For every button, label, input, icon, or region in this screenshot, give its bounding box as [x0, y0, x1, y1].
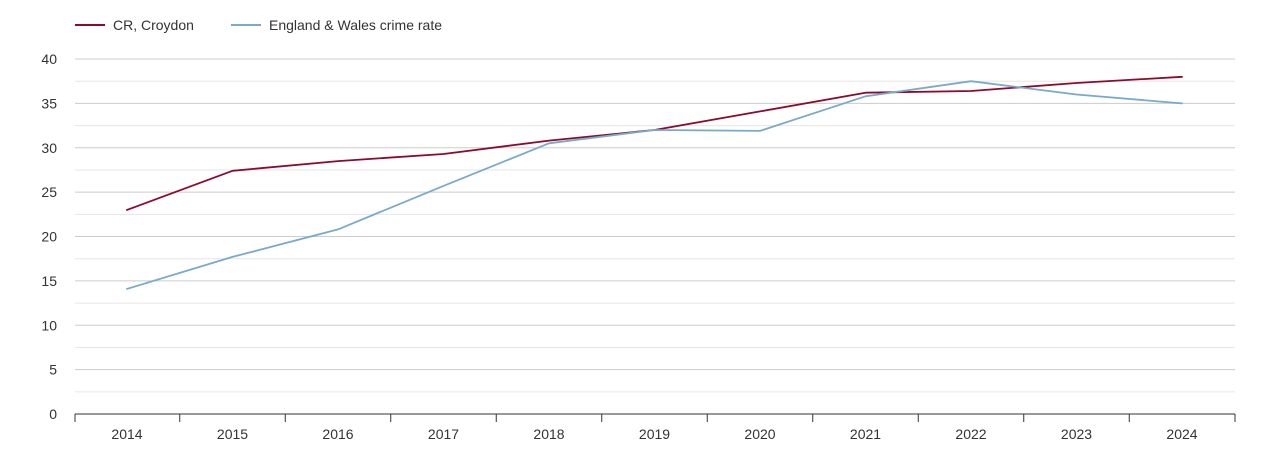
y-tick-label: 30 — [41, 140, 57, 156]
x-tick-label: 2016 — [322, 426, 353, 442]
legend-label-series-1: CR, Croydon — [113, 17, 194, 33]
x-tick-label: 2023 — [1061, 426, 1092, 442]
series-line-1 — [126, 75, 1183, 211]
y-tick-label: 20 — [41, 229, 57, 245]
x-tick-label: 2017 — [428, 426, 459, 442]
y-tick-label: 5 — [49, 362, 57, 378]
y-tick-label: 15 — [41, 273, 57, 289]
legend: CR, Croydon England & Wales crime rate — [75, 17, 442, 33]
y-axis: 0 5 10 15 20 25 30 35 40 — [41, 51, 57, 422]
series-line-2 — [126, 80, 1183, 290]
x-tick-label: 2014 — [111, 426, 142, 442]
x-tick-label: 2019 — [639, 426, 670, 442]
y-tick-label: 35 — [41, 95, 57, 111]
x-axis: 2014 2015 2016 2017 2018 2019 2020 2021 2022 2023… — [74, 413, 1236, 442]
x-tick-label: 2021 — [850, 426, 881, 442]
y-tick-label: 0 — [49, 406, 57, 422]
x-tick-label: 2020 — [744, 426, 775, 442]
x-tick-label: 2015 — [217, 426, 248, 442]
y-tick-label: 25 — [41, 184, 57, 200]
y-tick-label: 40 — [41, 51, 57, 67]
series-group — [126, 75, 1183, 290]
x-tick-label: 2024 — [1166, 426, 1197, 442]
x-tick-label: 2018 — [533, 426, 564, 442]
grid — [75, 58, 1235, 393]
y-tick-label: 10 — [41, 317, 57, 333]
legend-label-series-2: England & Wales crime rate — [269, 17, 442, 33]
x-tick-label: 2022 — [955, 426, 986, 442]
